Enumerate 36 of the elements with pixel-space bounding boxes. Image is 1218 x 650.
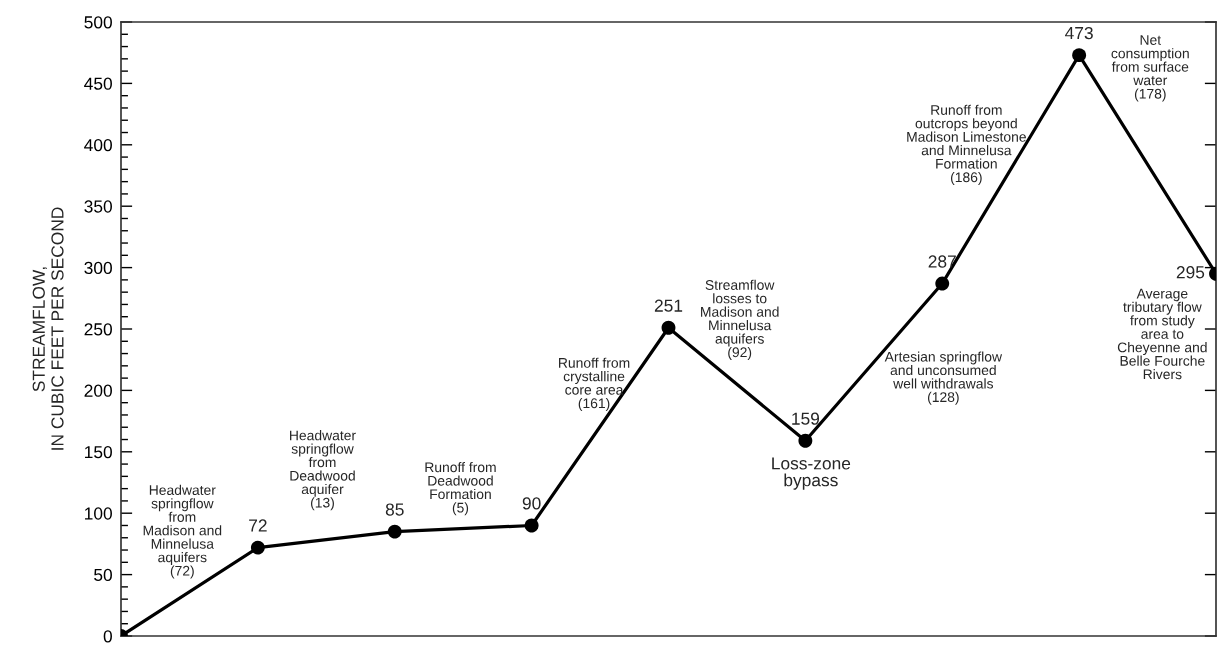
- point: [524, 518, 539, 533]
- y-axis-title: STREAMFLOW, IN CUBIC FEET PER SECOND: [32, 207, 64, 450]
- y-tick-label: 300: [84, 261, 112, 275]
- y-tick-label: 400: [84, 138, 112, 152]
- annotation: Headwater springflow from Madison and Minnelusa aquifers (72): [143, 484, 222, 579]
- y-tick-label: 50: [94, 568, 112, 582]
- point: [250, 540, 265, 555]
- annotation: Runoff from crystalline core area (161): [559, 357, 630, 411]
- point: [935, 276, 950, 291]
- annotation: Average tributary flow from study area to Cheyenne and Belle Fourche Rivers: [1117, 288, 1207, 380]
- y-tick-label: 200: [84, 384, 112, 397]
- point: [1072, 48, 1087, 63]
- y-tick-label: 450: [84, 77, 112, 90]
- data-label: 159: [792, 412, 820, 425]
- data-label: 473: [1065, 26, 1093, 40]
- y-tick-label: 350: [84, 200, 112, 213]
- annotation: Net consumption from surface water (178): [1111, 35, 1189, 102]
- annotation: Loss-zone bypass: [772, 457, 851, 490]
- y-tick-label: 100: [85, 507, 112, 520]
- y-tick-label: 500: [84, 16, 112, 29]
- data-label: 85: [385, 503, 404, 516]
- data-label: 90: [522, 497, 541, 510]
- y-tick-label: 150: [85, 445, 112, 459]
- point: [798, 433, 813, 448]
- annotation: Streamflow losses to Madison and Minnelusa aquifers (92): [701, 279, 779, 360]
- annotation: Runoff from outcrops beyond Madison Limestone and Minnelusa Formation (186): [907, 104, 1026, 185]
- data-label: 295: [1176, 266, 1205, 279]
- annotation: Headwater springflow from Deadwood aquifer (13): [290, 430, 356, 511]
- annotation: Runoff from Deadwood Formation (5): [425, 462, 496, 516]
- y-tick-label: 0: [103, 630, 112, 643]
- data-label: 72: [249, 519, 267, 532]
- annotation: Artesian springflow and unconsumed well withdrawals (128): [884, 351, 1003, 405]
- point: [661, 320, 676, 335]
- y-tick-label: 250: [84, 323, 112, 336]
- point: [387, 524, 402, 539]
- data-label: 251: [654, 299, 683, 312]
